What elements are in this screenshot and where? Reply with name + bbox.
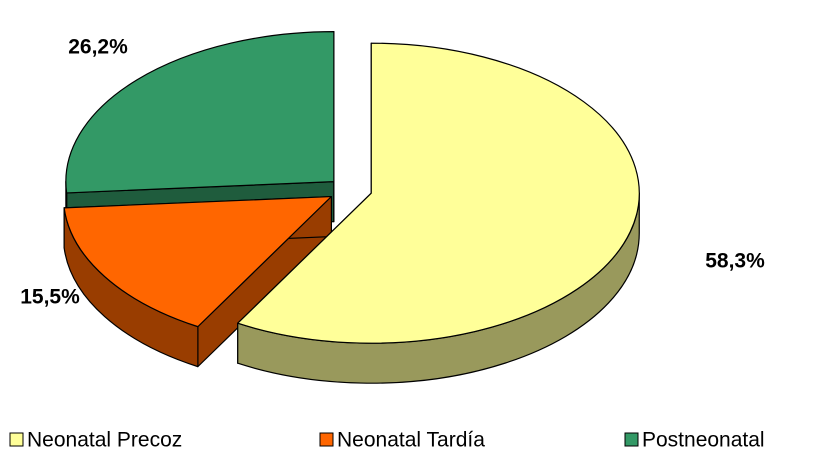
pie-slice (237, 42, 640, 344)
value-label: 26,2% (68, 36, 128, 59)
pie-slice (63, 195, 332, 328)
legend-swatch (624, 432, 639, 447)
value-label: 58,3% (705, 250, 765, 273)
legend-swatch (9, 432, 24, 447)
legend-swatch (319, 432, 334, 447)
value-label: 15,5% (20, 286, 80, 309)
legend-label: Neonatal Precoz (27, 429, 182, 452)
legend-label: Postneonatal (642, 429, 765, 452)
legend-label: Neonatal Tardía (337, 429, 485, 452)
pie-slice (65, 31, 335, 194)
